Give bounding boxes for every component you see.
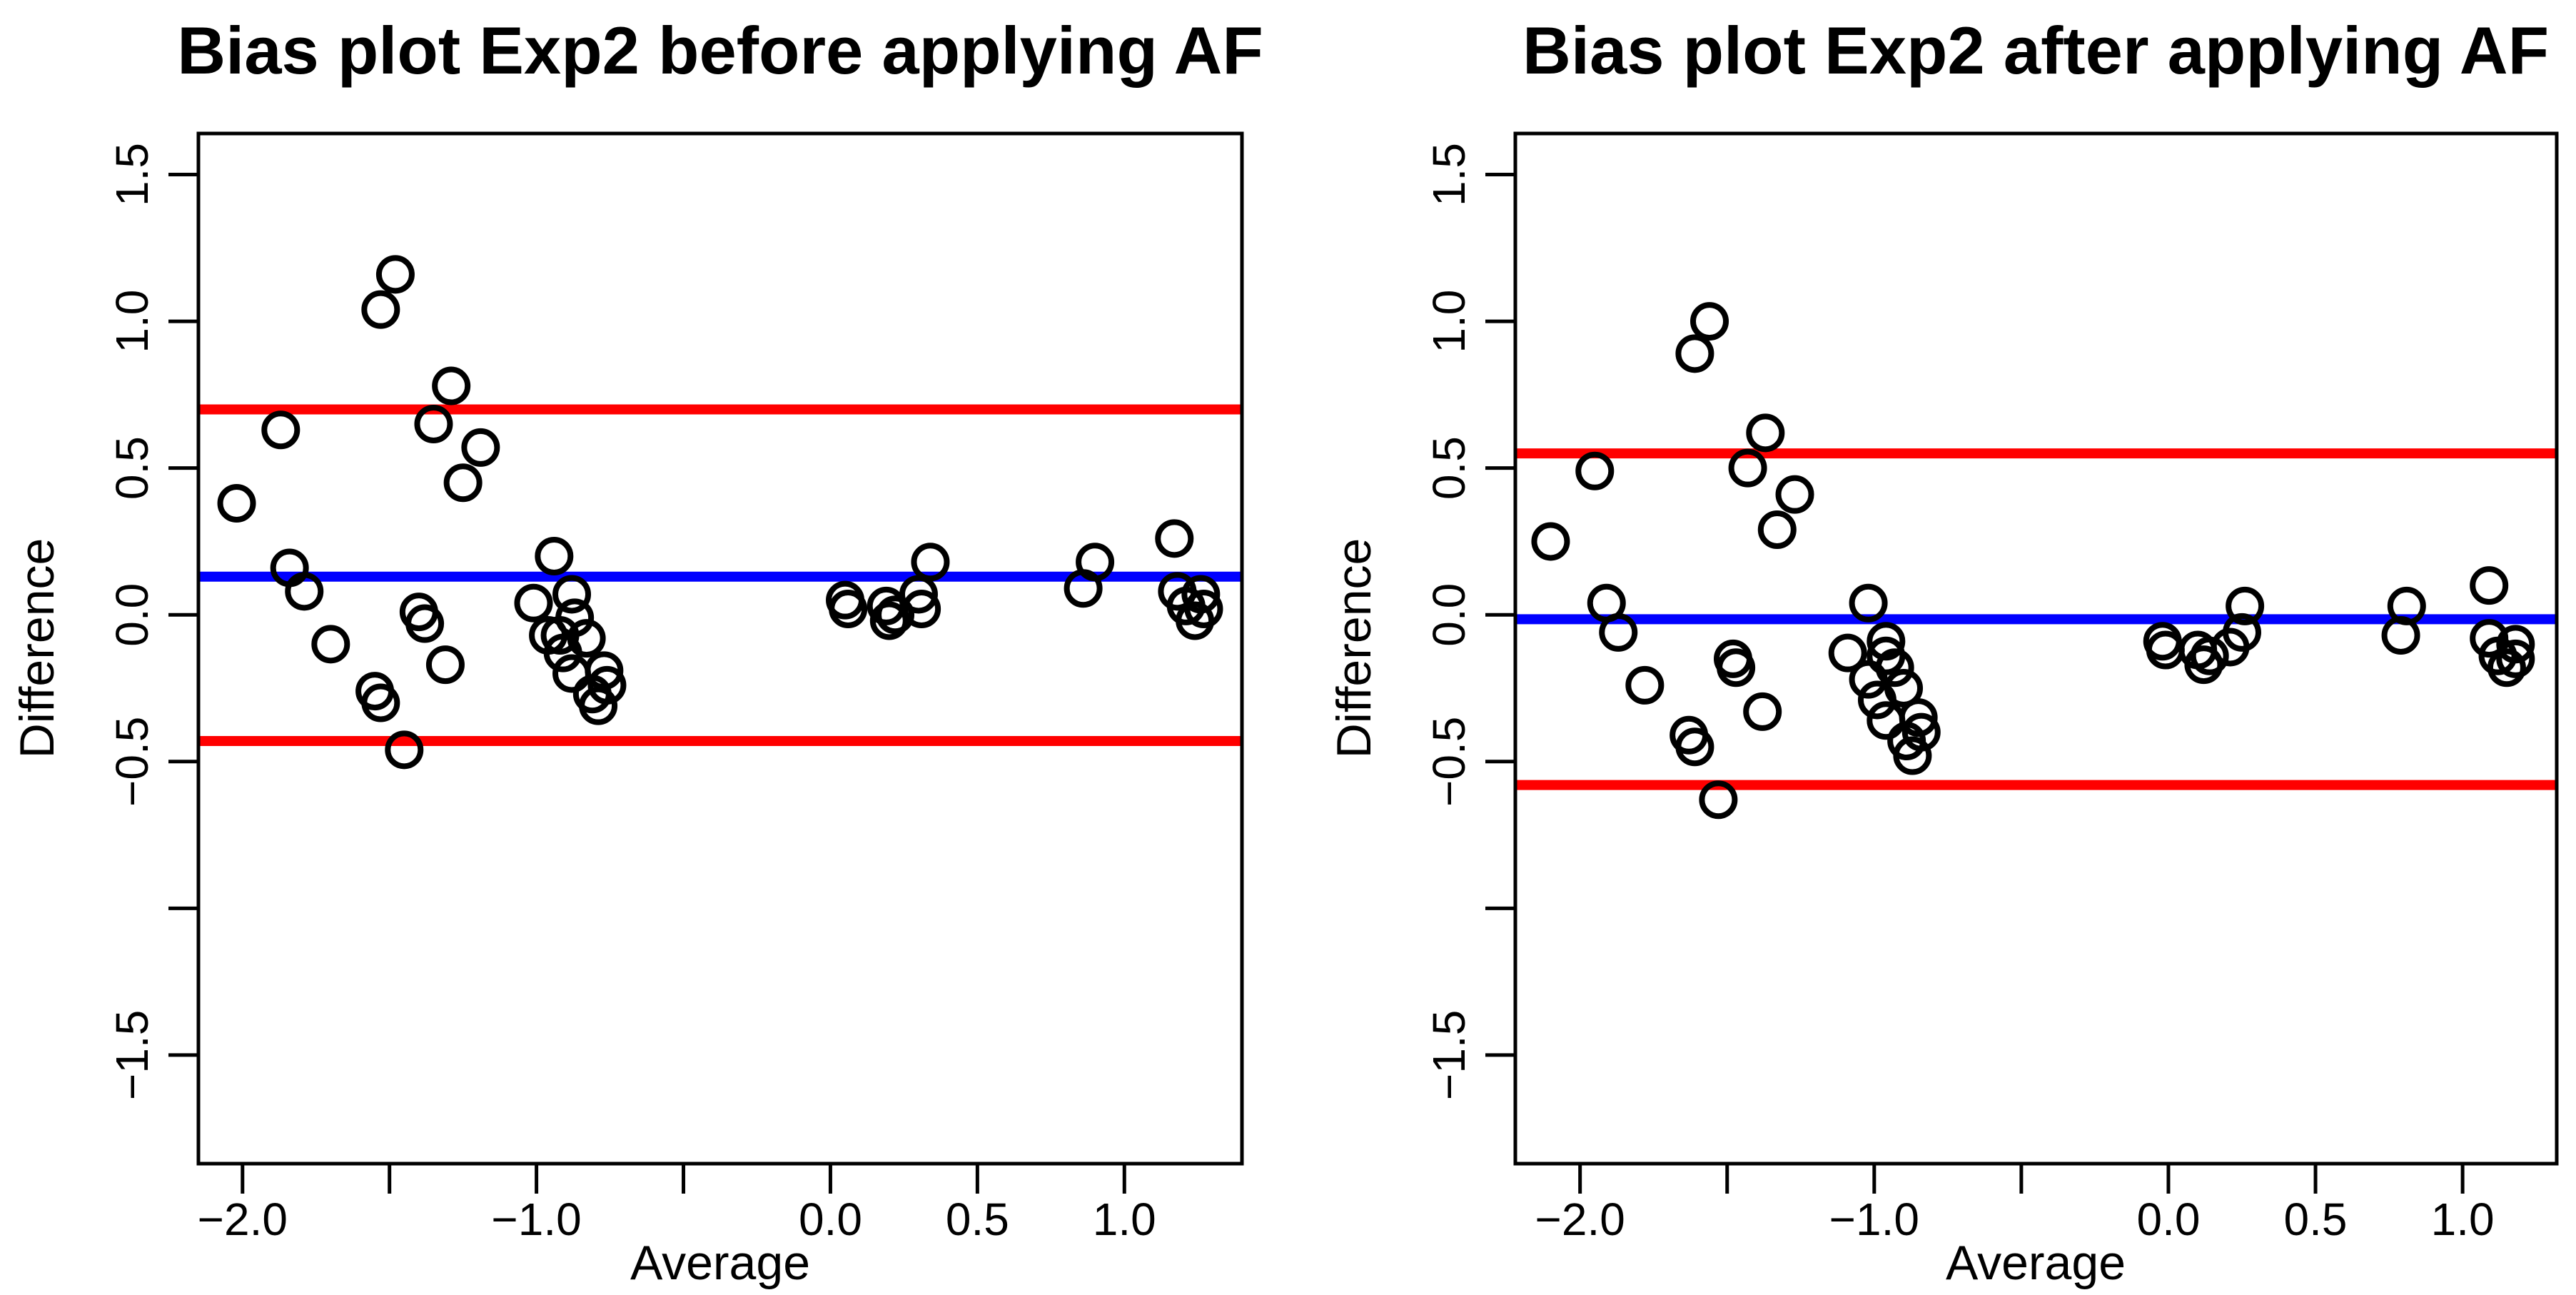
data-point <box>1531 522 1570 561</box>
plot-title: Bias plot Exp2 before applying AF <box>177 13 1263 88</box>
data-point <box>311 625 350 664</box>
data-point <box>911 543 950 582</box>
x-tick-label: 0.0 <box>2136 1194 2200 1245</box>
data-point <box>2381 616 2420 655</box>
x-axis-title: Average <box>630 1236 810 1290</box>
data-point <box>1828 633 1867 672</box>
data-point <box>261 410 300 450</box>
plot-box <box>196 131 1244 1166</box>
data-point <box>552 575 592 614</box>
y-axis-title: Difference <box>1327 538 1381 759</box>
y-tick-label: −0.5 <box>106 717 158 807</box>
data-point <box>2496 639 2535 678</box>
data-point <box>902 590 941 628</box>
data-point <box>1599 613 1638 652</box>
data-point <box>2223 613 2262 652</box>
x-tick-label: −1.0 <box>1829 1194 1919 1245</box>
data-point <box>432 366 471 405</box>
y-tick-label: 0.5 <box>1423 436 1475 500</box>
x-tick-label: 0.5 <box>946 1194 1009 1245</box>
data-point <box>1717 648 1756 687</box>
data-point <box>1893 736 1932 775</box>
x-tick-label: −2.0 <box>1535 1194 1625 1245</box>
x-tick-label: 1.0 <box>2431 1194 2495 1245</box>
plot-after-panel: Bias plot Exp2 after applying AF Average… <box>1327 13 2559 1290</box>
data-point <box>1575 451 1615 490</box>
y-tick-label: 0.0 <box>106 583 158 647</box>
data-point <box>285 572 324 611</box>
data-point <box>461 428 500 467</box>
data-point <box>829 590 868 628</box>
plot-title: Bias plot Exp2 after applying AF <box>1522 13 2549 88</box>
x-tick-label: 0.0 <box>799 1194 862 1245</box>
data-point <box>540 616 580 655</box>
data-point <box>1625 665 1665 705</box>
y-tick-label: 0.0 <box>1423 583 1475 647</box>
y-tick-label: 1.5 <box>106 143 158 206</box>
data-point <box>375 255 415 294</box>
data-point <box>579 686 618 725</box>
data-point <box>1675 727 1714 767</box>
data-point <box>2226 586 2265 625</box>
data-point <box>1757 510 1797 549</box>
data-point <box>543 633 582 672</box>
plot-area: −2.0 −1.0 0.0 0.5 1.0 1.5 1.0 0.5 0.0 −0.5 −1.5 <box>106 131 1244 1245</box>
data-point <box>514 583 553 623</box>
y-axis-title: Difference <box>10 538 64 759</box>
data-point <box>361 290 400 329</box>
x-tick-label: 0.5 <box>2284 1194 2348 1245</box>
data-point <box>361 683 400 722</box>
data-point <box>1867 622 1906 661</box>
data-point <box>2184 645 2223 685</box>
data-point <box>535 537 574 575</box>
data-point <box>405 604 445 643</box>
data-point <box>1746 413 1785 453</box>
data-point <box>443 463 483 503</box>
x-tick-label: 1.0 <box>1093 1194 1156 1245</box>
data-point <box>1775 475 1814 514</box>
data-point <box>1849 583 1888 623</box>
plot-box <box>1513 131 2559 1166</box>
data-point <box>899 575 938 614</box>
data-point <box>1064 569 1103 608</box>
data-point <box>1875 648 1914 687</box>
data-point <box>1857 680 1896 720</box>
y-tick-label: −0.5 <box>1423 717 1475 807</box>
x-tick-label: −1.0 <box>491 1194 581 1245</box>
data-point <box>1690 302 1729 341</box>
data-point <box>2470 566 2509 605</box>
data-point <box>425 645 465 685</box>
plot-before-panel: Bias plot Exp2 before applying AF Averag… <box>10 13 1263 1290</box>
data-point <box>1699 780 1738 820</box>
plot-area: −2.0 −1.0 0.0 0.5 1.0 1.5 1.0 0.5 0.0 −0.5 −1.5 <box>1423 131 2559 1245</box>
data-point <box>385 730 424 770</box>
data-point <box>1743 692 1782 731</box>
y-tick-label: 1.5 <box>1423 143 1475 206</box>
y-tick-label: 1.0 <box>106 290 158 353</box>
data-point <box>876 595 915 635</box>
data-point <box>1155 519 1194 558</box>
data-point <box>2487 648 2526 687</box>
y-tick-label: −1.5 <box>106 1010 158 1100</box>
x-tick-label: −2.0 <box>198 1194 288 1245</box>
data-point <box>552 654 592 693</box>
y-tick-label: 0.5 <box>106 436 158 500</box>
x-axis-title: Average <box>1946 1236 2126 1290</box>
data-point <box>1675 334 1714 373</box>
data-point <box>1728 448 1767 488</box>
data-point <box>1176 601 1215 640</box>
y-tick-label: 1.0 <box>1423 290 1475 353</box>
data-point <box>217 484 256 523</box>
y-tick-label: −1.5 <box>1423 1010 1475 1100</box>
data-point <box>869 601 909 640</box>
data-point <box>1867 701 1906 740</box>
data-point <box>414 405 453 443</box>
